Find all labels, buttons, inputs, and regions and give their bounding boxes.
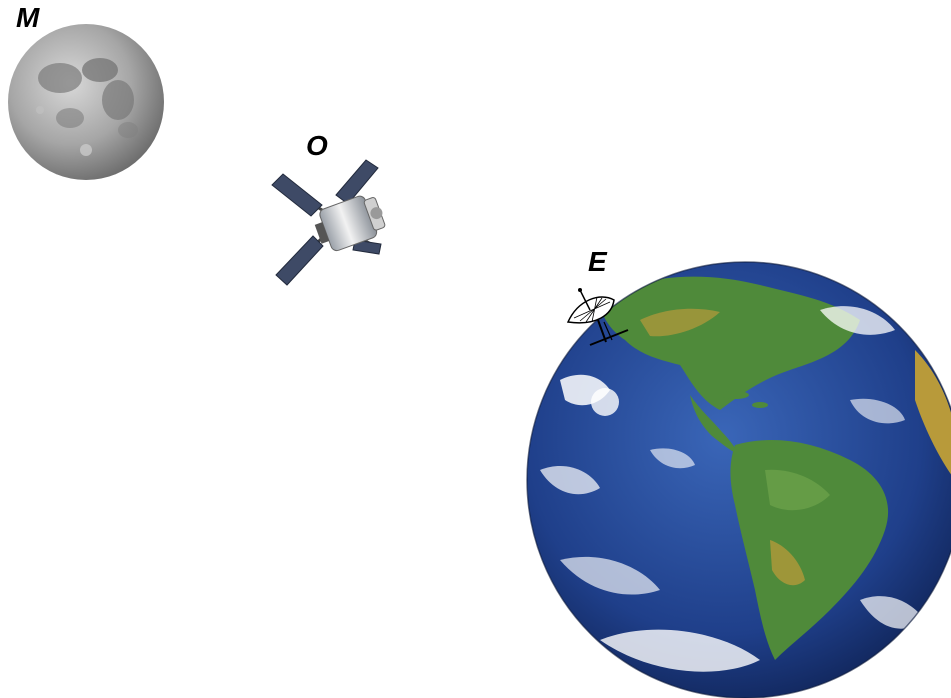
moon-label: M xyxy=(16,2,40,33)
spacecraft-icon xyxy=(271,159,386,286)
satellite-dish-icon xyxy=(566,288,629,346)
moon-icon xyxy=(8,24,164,180)
spacecraft-label: O xyxy=(306,130,328,161)
earth-icon xyxy=(526,261,951,698)
earth-label: E xyxy=(588,246,607,277)
